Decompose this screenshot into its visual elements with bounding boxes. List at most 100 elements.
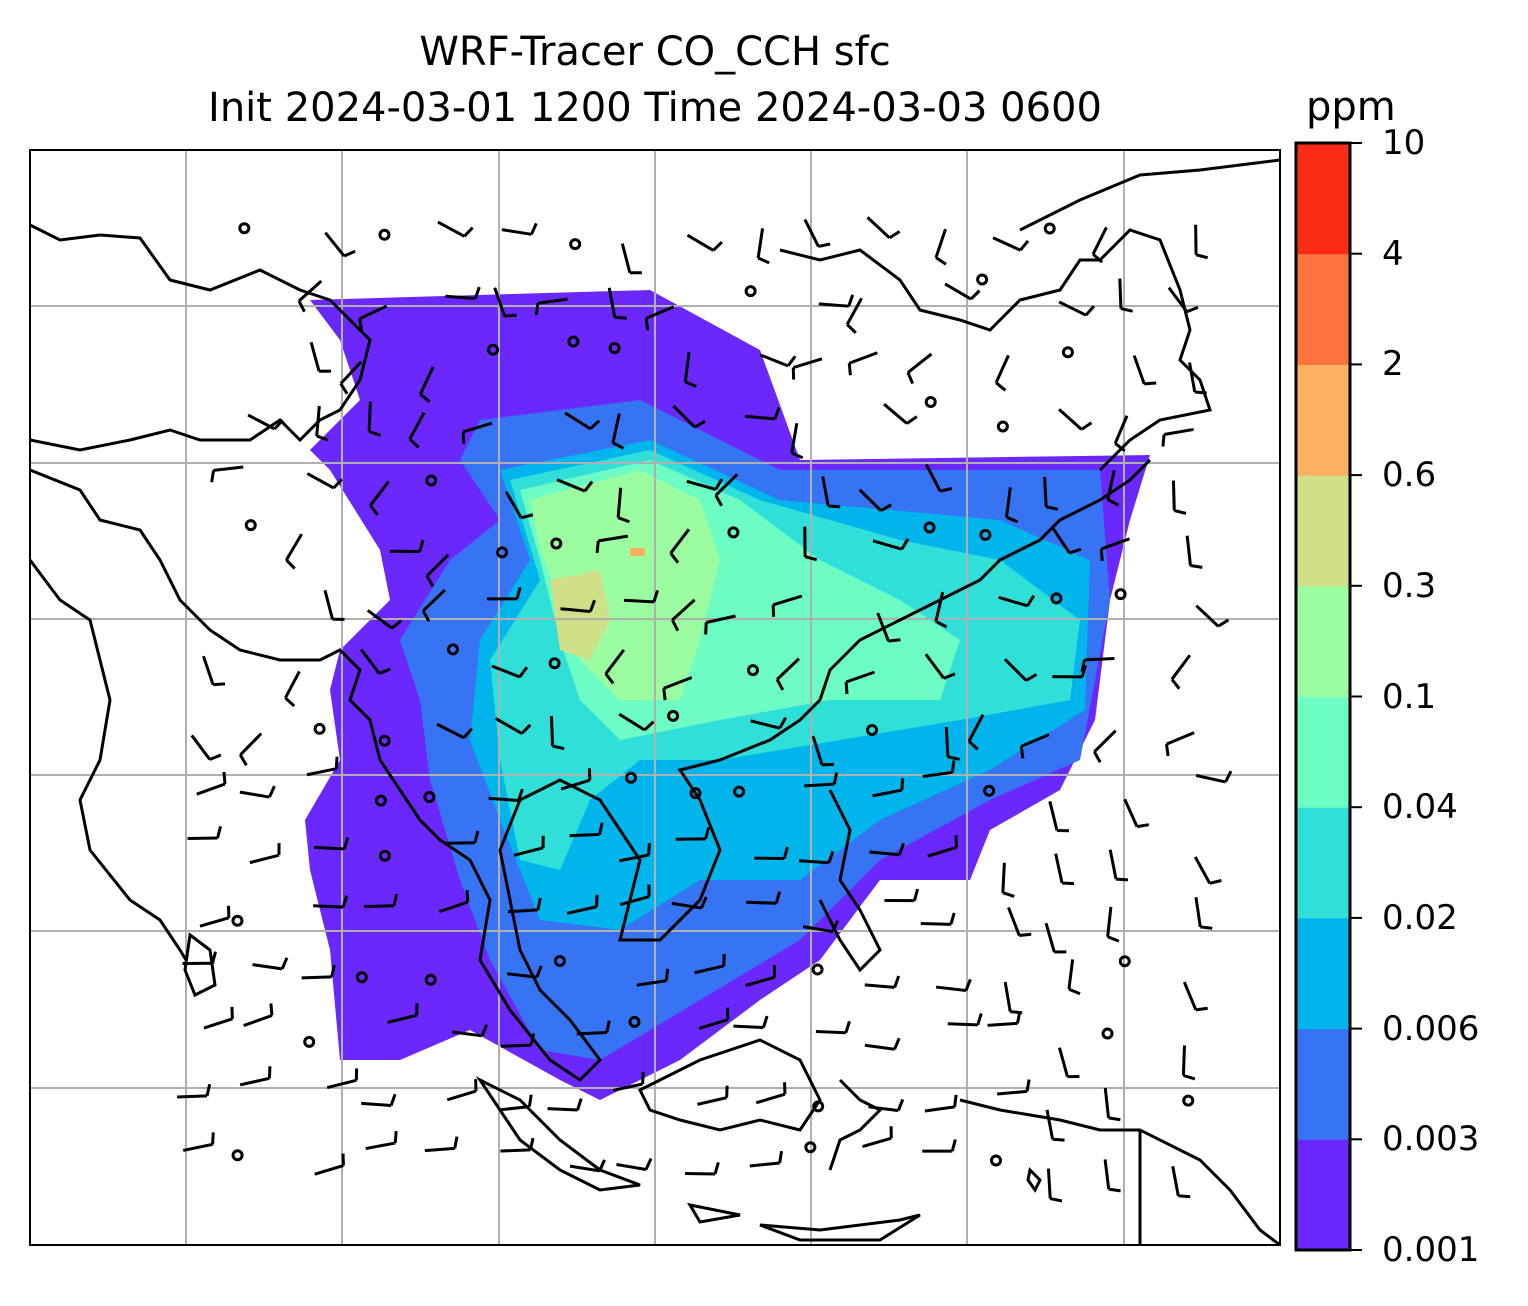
wind-barb [595,534,629,554]
calm-wind-marker [553,955,566,968]
wind-barb [323,589,345,621]
wind-barb [755,1082,787,1105]
wind-barb [358,304,388,331]
colorbar-segment [1296,1028,1350,1140]
map-title: WRF-Tracer CO_CCH sfc [419,29,891,75]
wind-barb [815,1020,851,1035]
wind-barb [616,487,630,524]
wind-barb [487,586,522,601]
wind-barb [619,884,651,907]
wind-barb [811,735,835,767]
wind-barb [922,1139,957,1153]
wind-barb [803,526,818,562]
wind-barb [697,1085,729,1106]
wind-barb [754,846,789,861]
wind-barb [618,842,651,863]
wind-barb [238,732,263,767]
calm-wind-marker [1182,1094,1195,1107]
wind-barb [750,716,787,730]
colorbar-tick-label: 0.003 [1382,1119,1480,1160]
wind-barb [499,1094,533,1112]
calm-wind-marker [1043,222,1056,235]
wind-barb [869,842,905,857]
wind-barb [756,228,770,265]
wind-barb [243,1003,274,1028]
calm-wind-marker [423,790,436,803]
wind-barb [365,1130,398,1151]
wind-barb [1048,800,1070,833]
calm-wind-marker [811,963,824,976]
calm-wind-marker [996,420,1009,433]
wind-barb [367,401,381,437]
wind-barb [202,655,226,687]
wind-barb [749,1150,784,1168]
wind-barb [1167,286,1199,314]
wind-barb [1106,469,1120,507]
wind-barb [906,352,933,385]
calm-wind-marker [244,519,257,532]
colorbar-segment [1296,253,1350,365]
wind-barb [967,714,985,751]
calm-wind-marker [1114,588,1127,601]
wind-barb [1123,798,1150,829]
wind-barb [623,589,660,604]
wind-barb [1165,731,1195,757]
wind-barb [239,785,276,799]
wind-barb [868,1098,905,1113]
wind-barb [1193,856,1222,885]
wind-barb [560,768,592,791]
wind-barb [438,889,470,914]
wind-barb [998,594,1036,608]
wind-barb [249,843,281,865]
map-subtitle: Init 2024-03-01 1200 Time 2024-03-03 060… [208,85,1102,131]
calm-wind-marker [374,794,387,807]
wind-barb [437,220,474,238]
calm-wind-marker [569,238,582,251]
wind-barbs [176,216,1233,1203]
calm-wind-marker [608,342,621,355]
wind-barb [1195,770,1233,784]
wind-barb [1067,959,1081,996]
wind-barb [1113,415,1129,452]
wind-barb [500,1137,535,1153]
calm-wind-marker [378,228,391,241]
wind-barb [920,912,956,926]
wind-barb [176,1083,212,1099]
wind-barb [997,1079,1031,1096]
calm-wind-marker [231,1149,244,1162]
wind-barb [252,957,289,971]
wind-barb [1091,226,1108,264]
wind-barb [1043,476,1059,511]
wind-barb [501,222,538,236]
wind-barb [326,1068,359,1089]
wind-barb [1001,862,1015,898]
wind-barb [759,353,797,368]
wind-barb [862,1126,893,1149]
wind-barb [1103,1159,1121,1193]
calm-wind-marker [866,723,879,736]
wind-barb [196,771,227,796]
wind-barb [564,411,601,431]
wind-barb [199,905,231,928]
wind-barb [872,778,905,798]
calm-wind-marker [989,1154,1002,1167]
wind-barb [1003,981,1023,1015]
wind-barb [733,1015,769,1030]
gridlines [30,150,1280,1245]
calm-wind-marker [979,528,992,541]
calm-wind-marker [804,1141,817,1154]
wind-barb [790,422,804,460]
wind-barb [315,405,329,442]
wind-barb [872,538,910,551]
wind-barb [1051,527,1082,555]
colorbar-tick-label: 0.1 [1382,676,1437,717]
wind-barb [421,589,446,623]
calm-wind-marker [976,273,989,286]
calm-wind-marker [1101,1027,1114,1040]
concentration-field [305,290,1150,1100]
wind-barb [446,1079,478,1102]
calm-wind-marker [424,973,437,986]
wind-barb [618,712,655,732]
wind-barb [802,919,840,934]
wind-barb [556,478,594,493]
